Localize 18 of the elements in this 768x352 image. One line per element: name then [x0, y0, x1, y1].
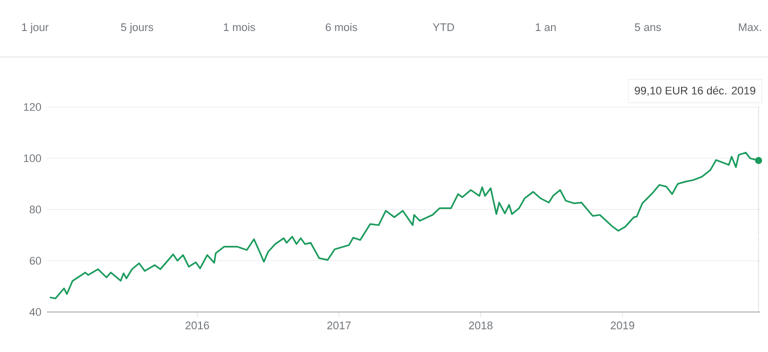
y-tick-label: 80 — [30, 206, 42, 214]
y-tick-label: 40 — [29, 308, 42, 316]
y-tick-label: 60 — [30, 256, 42, 265]
x-tick-label: 2016 — [186, 322, 210, 330]
text: Max. — [738, 23, 761, 32]
text: 5 jours — [121, 23, 154, 34]
text: 1 mois — [224, 23, 256, 32]
text: 1 jour — [22, 23, 49, 34]
text: 99,10 EUR 16 déc. 2019 — [634, 86, 756, 96]
x-tick-label: 2018 — [469, 322, 492, 330]
text: 5 ans — [634, 23, 661, 32]
y-tick-label: 120 — [24, 103, 42, 111]
y-tick-label: 100 — [24, 154, 42, 162]
text: 1 an — [536, 23, 556, 32]
x-tick-label: 2019 — [610, 322, 634, 330]
x-tick-label: 2017 — [327, 322, 351, 330]
text: YTD — [432, 23, 454, 31]
text: 6 mois — [326, 23, 358, 32]
